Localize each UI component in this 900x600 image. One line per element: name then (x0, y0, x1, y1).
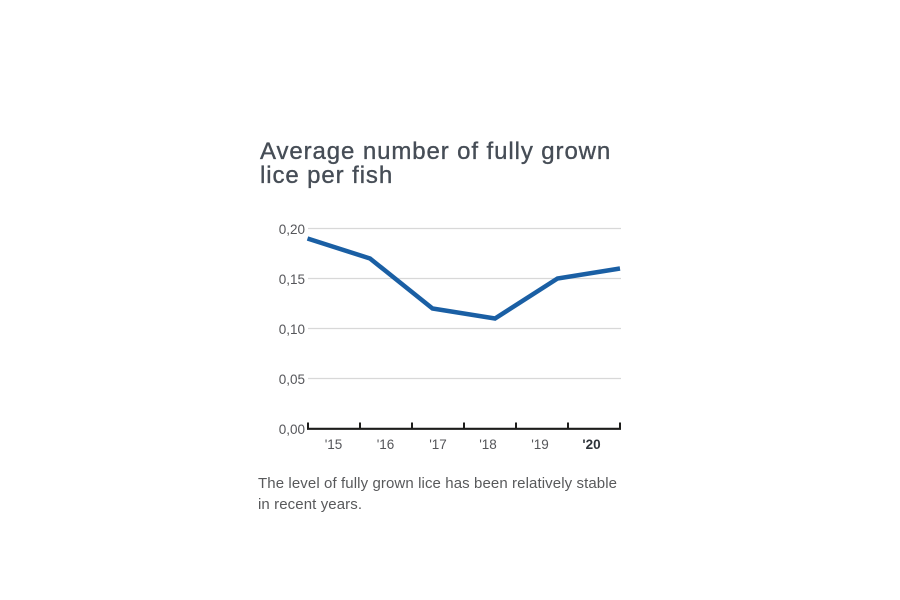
svg-text:'16: '16 (377, 437, 395, 452)
svg-text:'17: '17 (429, 437, 447, 452)
svg-text:0,15: 0,15 (279, 272, 305, 287)
svg-text:0,20: 0,20 (279, 222, 305, 237)
svg-text:0,10: 0,10 (279, 322, 305, 337)
svg-text:'20: '20 (582, 437, 600, 452)
svg-text:'18: '18 (479, 437, 497, 452)
svg-text:0,00: 0,00 (279, 422, 305, 437)
svg-text:'15: '15 (325, 437, 343, 452)
svg-text:'19: '19 (531, 437, 549, 452)
svg-text:0,05: 0,05 (279, 372, 305, 387)
